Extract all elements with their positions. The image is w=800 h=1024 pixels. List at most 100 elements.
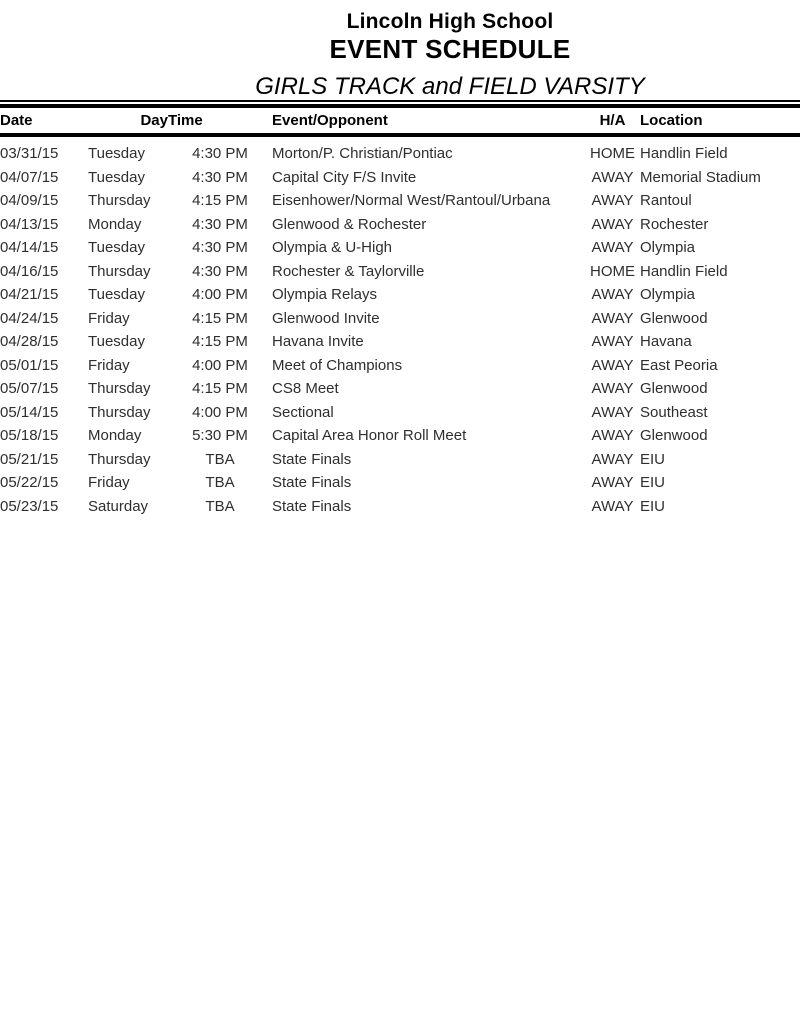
date-cell: 04/28/15 bbox=[0, 333, 59, 351]
location-cell: Havana bbox=[640, 333, 692, 351]
home-away-cell: AWAY bbox=[591, 192, 634, 210]
time-cell: 4:15 PM bbox=[192, 333, 248, 351]
school-name: Lincoln High School bbox=[346, 10, 554, 33]
date-cell: 04/07/15 bbox=[0, 168, 59, 186]
event-cell: State Finals bbox=[272, 450, 352, 468]
table-row: 05/01/15 Friday 4:00 PM Meet of Champions AW… bbox=[0, 354, 800, 378]
day-cell: Friday bbox=[88, 356, 130, 374]
location-cell: East Peoria bbox=[640, 356, 718, 374]
day-cell: Thursday bbox=[88, 380, 151, 398]
date-cell: 05/18/15 bbox=[0, 427, 59, 445]
time-cell: TBA bbox=[205, 450, 235, 468]
location-cell: Southeast bbox=[640, 403, 708, 421]
time-cell: 4:15 PM bbox=[192, 380, 248, 398]
location-cell: Glenwood bbox=[640, 309, 708, 327]
event-cell: Havana Invite bbox=[272, 333, 364, 351]
event-cell: Glenwood Invite bbox=[272, 309, 380, 327]
table-row: 05/21/15 Thursday TBA State Finals AWAY EIU bbox=[0, 448, 800, 472]
time-cell: 4:30 PM bbox=[192, 215, 248, 233]
time-cell: 4:15 PM bbox=[192, 309, 248, 327]
date-cell: 04/14/15 bbox=[0, 239, 59, 257]
location-cell: Rochester bbox=[640, 215, 709, 233]
table-row: 05/22/15 Friday TBA State Finals AWAY EIU bbox=[0, 471, 800, 495]
day-cell: Saturday bbox=[88, 497, 149, 515]
event-cell: Olympia & U-High bbox=[272, 239, 393, 257]
date-cell: 05/21/15 bbox=[0, 450, 59, 468]
date-cell: 04/21/15 bbox=[0, 286, 59, 304]
event-cell: Olympia Relays bbox=[272, 286, 378, 304]
location-cell: Olympia bbox=[640, 239, 696, 257]
table-row: 04/16/15 Thursday 4:30 PM Rochester & Taylo… bbox=[0, 260, 800, 284]
location-cell: EIU bbox=[640, 497, 666, 515]
event-cell: Morton/P. Christian/Pontiac bbox=[272, 145, 453, 163]
home-away-cell: AWAY bbox=[591, 497, 634, 515]
day-cell: Tuesday bbox=[88, 286, 145, 304]
table-row: 05/23/15 Saturday TBA State Finals AWAY EIU bbox=[0, 495, 800, 519]
location-cell: Glenwood bbox=[640, 427, 708, 445]
home-away-cell: AWAY bbox=[591, 356, 634, 374]
table-row: 04/24/15 Friday 4:15 PM Glenwood Invite AWAY… bbox=[0, 307, 800, 331]
table-row: 04/13/15 Monday 4:30 PM Glenwood & Rocheste… bbox=[0, 213, 800, 237]
column-header-event: Event/Opponent bbox=[272, 108, 585, 137]
table-header-row: Date Day Time Event/Opponent H/A Locatio… bbox=[0, 108, 800, 137]
date-cell: 04/24/15 bbox=[0, 309, 59, 327]
table-row: 04/21/15 Tuesday 4:00 PM Olympia Relays AWAY… bbox=[0, 283, 800, 307]
location-cell: EIU bbox=[640, 450, 666, 468]
table-row: 05/14/15 Thursday 4:00 PM Sectional AWAY Sout… bbox=[0, 401, 800, 425]
home-away-cell: AWAY bbox=[591, 380, 634, 398]
day-cell: Thursday bbox=[88, 192, 151, 210]
day-cell: Tuesday bbox=[88, 333, 145, 351]
location-cell: Handlin Field bbox=[640, 262, 728, 280]
date-cell: 05/01/15 bbox=[0, 356, 59, 374]
home-away-cell: AWAY bbox=[591, 403, 634, 421]
event-cell: State Finals bbox=[272, 474, 352, 492]
home-away-cell: AWAY bbox=[591, 309, 634, 327]
time-cell: 4:30 PM bbox=[192, 145, 248, 163]
date-cell: 05/07/15 bbox=[0, 380, 59, 398]
location-cell: EIU bbox=[640, 474, 666, 492]
day-cell: Tuesday bbox=[88, 145, 145, 163]
top-rule-thick-line bbox=[0, 104, 800, 108]
time-cell: 4:00 PM bbox=[192, 286, 248, 304]
time-cell: 5:30 PM bbox=[192, 427, 248, 445]
day-cell: Thursday bbox=[88, 262, 151, 280]
home-away-cell: AWAY bbox=[591, 333, 634, 351]
home-away-cell: AWAY bbox=[591, 239, 634, 257]
event-cell: Rochester & Taylorville bbox=[272, 262, 425, 280]
home-away-cell: AWAY bbox=[591, 286, 634, 304]
team-subtitle: GIRLS TRACK and FIELD VARSITY bbox=[255, 73, 645, 100]
time-cell: 4:30 PM bbox=[192, 168, 248, 186]
document-header: Lincoln High School EVENT SCHEDULE GIRLS… bbox=[100, 0, 800, 100]
event-cell: Capital City F/S Invite bbox=[272, 168, 417, 186]
time-cell: 4:15 PM bbox=[192, 192, 248, 210]
schedule-body: 03/31/15 Tuesday 4:30 PM Morton/P. Christia… bbox=[0, 135, 800, 518]
location-cell: Rantoul bbox=[640, 192, 692, 210]
date-cell: 04/09/15 bbox=[0, 192, 59, 210]
table-row: 04/07/15 Tuesday 4:30 PM Capital City F/S I… bbox=[0, 166, 800, 190]
document-title: EVENT SCHEDULE bbox=[329, 34, 571, 64]
day-cell: Friday bbox=[88, 474, 130, 492]
top-rule-thin-line bbox=[0, 100, 800, 102]
date-cell: 05/14/15 bbox=[0, 403, 59, 421]
home-away-cell: AWAY bbox=[591, 427, 634, 445]
table-row: 04/28/15 Tuesday 4:15 PM Havana Invite AWAY H… bbox=[0, 330, 800, 354]
event-cell: State Finals bbox=[272, 497, 352, 515]
column-header-time: Time bbox=[168, 108, 272, 137]
location-cell: Glenwood bbox=[640, 380, 708, 398]
event-cell: Capital Area Honor Roll Meet bbox=[272, 427, 467, 445]
home-away-cell: AWAY bbox=[591, 450, 634, 468]
location-cell: Handlin Field bbox=[640, 145, 728, 163]
time-cell: 4:00 PM bbox=[192, 403, 248, 421]
day-cell: Monday bbox=[88, 215, 142, 233]
table-row: 04/09/15 Thursday 4:15 PM Eisenhower/Normal… bbox=[0, 189, 800, 213]
column-header-day: Day bbox=[88, 108, 168, 137]
home-away-cell: AWAY bbox=[591, 474, 634, 492]
location-cell: Memorial Stadium bbox=[640, 168, 761, 186]
day-cell: Friday bbox=[88, 309, 130, 327]
date-cell: 03/31/15 bbox=[0, 145, 59, 163]
table-row: 04/14/15 Tuesday 4:30 PM Olympia & U-High AW… bbox=[0, 236, 800, 260]
top-double-rule bbox=[0, 100, 800, 108]
event-schedule-table: Date Day Time Event/Opponent H/A Locatio… bbox=[0, 108, 800, 518]
home-away-cell: HOME bbox=[590, 262, 635, 280]
